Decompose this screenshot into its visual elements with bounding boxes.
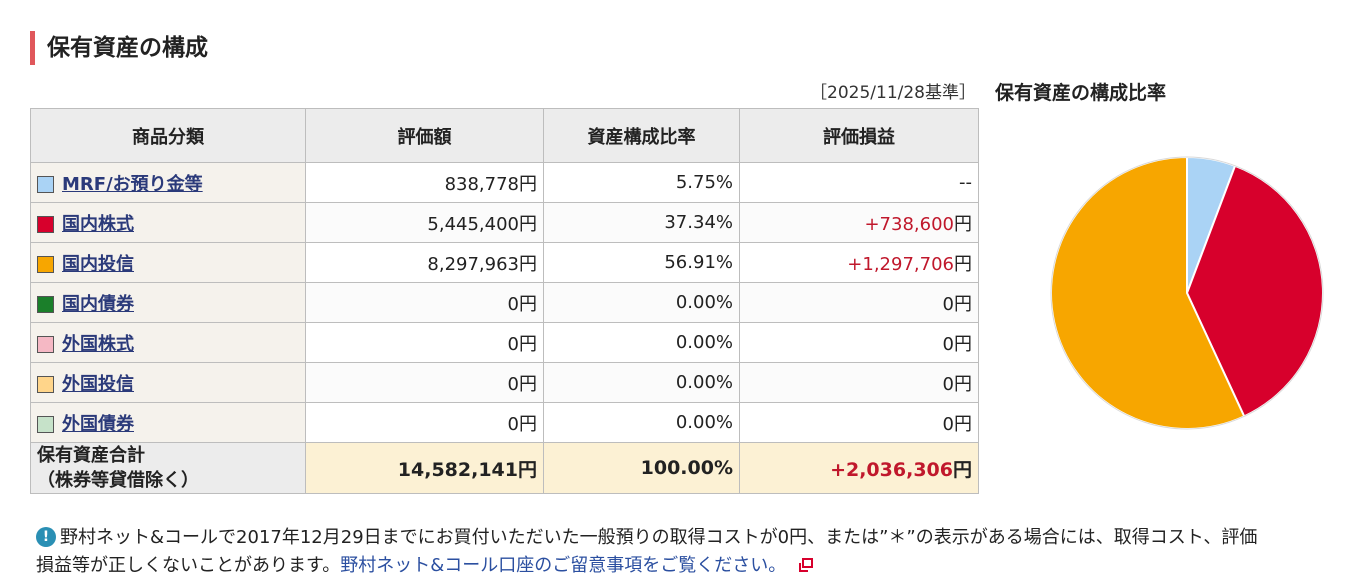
category-link-foreign-funds[interactable]: 外国投信 [62,373,134,395]
valuation-cell: 0円 [305,282,544,323]
section-title: 保有資産の構成 [30,31,208,65]
ratio-cell: 37.34% [543,202,740,243]
header-valuation: 評価額 [305,108,544,163]
profit-loss-cell: +738,600円 [739,202,979,243]
category-link-foreign-bonds[interactable]: 外国債券 [62,413,134,435]
ratio-cell: 56.91% [543,242,740,283]
legend-swatch [37,295,54,313]
total-row: 保有資産合計 （株券等貸借除く） 14,582,141円 100.00% +2,… [30,442,979,494]
total-ratio: 100.00% [543,442,740,494]
total-label-line2: （株券等貸借除く） [37,470,199,491]
category-link-domestic-funds[interactable]: 国内投信 [62,253,134,275]
notice-line-2: 損益等が正しくないことがあります。野村ネット&コール口座のご留意事項をご覧くださ… [36,552,1370,582]
category-cell: 外国株式 [30,322,306,363]
legend-swatch [37,215,54,233]
ratio-cell: 0.00% [543,322,740,363]
category-cell: MRF/お預り金等 [30,162,306,203]
profit-loss-cell: 0円 [739,322,979,363]
valuation-cell: 0円 [305,362,544,403]
legend-swatch [37,415,54,433]
profit-loss-unit: 円 [954,253,972,275]
account-notes-link[interactable]: 野村ネット&コール口座のご留意事項をご覧ください。 [340,555,787,576]
category-cell: 外国投信 [30,362,306,403]
table-row: 外国債券 0円 0.00% 0円 [30,402,979,443]
category-cell: 国内債券 [30,282,306,323]
total-label: 保有資産合計 （株券等貸借除く） [30,442,306,494]
legend-swatch [37,255,54,273]
table-row: MRF/お預り金等 838,778円 5.75% -- [30,162,979,203]
table-header-row: 商品分類 評価額 資産構成比率 評価損益 [30,108,979,163]
profit-loss-value: +738,600 [864,213,954,235]
valuation-cell: 838,778円 [305,162,544,203]
category-link-foreign-stocks[interactable]: 外国株式 [62,333,134,355]
notice-text-1: 野村ネット&コールで2017年12月29日までにお買付いただいた一般預りの取得コ… [60,527,1258,548]
valuation-cell: 5,445,400円 [305,202,544,243]
table-row: 外国株式 0円 0.00% 0円 [30,322,979,363]
external-link-icon[interactable] [798,554,814,582]
category-link-domestic-bonds[interactable]: 国内債券 [62,293,134,315]
notice-text-2: 損益等が正しくないことがあります。 [36,555,341,576]
table-row: 国内債券 0円 0.00% 0円 [30,282,979,323]
cost-notice: ! 野村ネット&コールで2017年12月29日までにお買付いただいた一般預りの取得… [36,524,1370,582]
total-profit-loss-unit: 円 [952,458,972,481]
info-icon: ! [36,527,56,547]
category-cell: 外国債券 [30,402,306,443]
ratio-cell: 0.00% [543,282,740,323]
category-cell: 国内投信 [30,242,306,283]
ratio-cell: 0.00% [543,362,740,403]
profit-loss-cell: +1,297,706円 [739,242,979,283]
profit-loss-unit: 円 [954,213,972,235]
profit-loss-cell: 0円 [739,402,979,443]
valuation-cell: 0円 [305,322,544,363]
total-label-line1: 保有資産合計 [37,445,145,466]
total-profit-loss: +2,036,306円 [739,442,979,494]
valuation-cell: 8,297,963円 [305,242,544,283]
category-link-mrf[interactable]: MRF/お預り金等 [62,173,203,195]
notice-line-1: ! 野村ネット&コールで2017年12月29日までにお買付いただいた一般預りの取得… [36,524,1370,552]
ratio-cell: 5.75% [543,162,740,203]
header-profit-loss: 評価損益 [739,108,979,163]
asset-pie-chart [1050,155,1324,430]
profit-loss-cell: 0円 [739,282,979,323]
profit-loss-cell: -- [739,162,979,203]
header-ratio: 資産構成比率 [543,108,740,163]
total-profit-loss-value: +2,036,306 [830,458,953,481]
as-of-date: ［2025/11/28基準］ [810,83,976,103]
legend-swatch [37,335,54,353]
header-category: 商品分類 [30,108,306,163]
legend-swatch [37,175,54,193]
table-row: 外国投信 0円 0.00% 0円 [30,362,979,403]
pie-outline [1050,156,1324,430]
valuation-cell: 0円 [305,402,544,443]
table-row: 国内株式 5,445,400円 37.34% +738,600円 [30,202,979,243]
profit-loss-value: +1,297,706 [847,253,954,275]
chart-title: 保有資産の構成比率 [995,82,1167,104]
table-row: 国内投信 8,297,963円 56.91% +1,297,706円 [30,242,979,283]
category-link-domestic-stocks[interactable]: 国内株式 [62,213,134,235]
asset-table: 商品分類 評価額 資産構成比率 評価損益 MRF/お預り金等 838,778円 … [30,108,979,494]
ratio-cell: 0.00% [543,402,740,443]
legend-swatch [37,375,54,393]
total-valuation: 14,582,141円 [305,442,544,494]
profit-loss-cell: 0円 [739,362,979,403]
category-cell: 国内株式 [30,202,306,243]
